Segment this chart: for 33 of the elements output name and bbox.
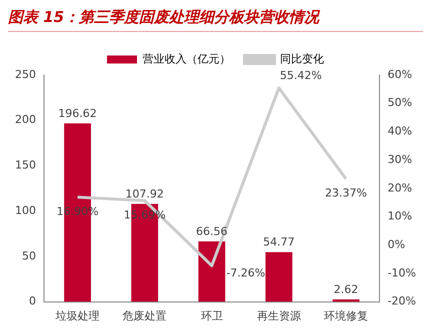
- y2-tick-label: -20%: [388, 294, 416, 308]
- bar: [198, 241, 226, 302]
- data-label: 66.56: [196, 224, 228, 238]
- y2-tick-label: 60%: [388, 68, 412, 81]
- legend-label: 同比变化: [280, 52, 324, 66]
- y-tick-label: 50: [22, 249, 36, 262]
- x-tick-label: 危废处置: [122, 309, 167, 322]
- x-tick-label: 再生资源: [256, 309, 301, 322]
- x-tick-label: 环卫: [200, 309, 223, 322]
- data-label: 23.37%: [325, 186, 367, 200]
- y-tick-label: 0: [28, 294, 36, 308]
- y2-tick-label: 50%: [388, 96, 412, 110]
- legend-label: 营业收入（亿元）: [142, 52, 230, 66]
- data-label: 55.42%: [280, 68, 322, 82]
- y2-tick-label: -10%: [388, 266, 416, 280]
- x-tick-label: 垃圾处理: [54, 309, 100, 322]
- y-tick-label: 150: [14, 158, 36, 172]
- x-tick-label: 环境修复: [324, 309, 368, 322]
- bar: [265, 252, 292, 302]
- data-label: -7.26%: [226, 266, 266, 280]
- chart-title: 图表 15：第三季度固废处理细分板块营收情况: [8, 8, 423, 32]
- y2-tick-label: 10%: [388, 210, 412, 223]
- y-tick-label: 200: [14, 113, 36, 126]
- y2-tick-label: 30%: [388, 152, 412, 166]
- data-label: 2.62: [334, 282, 358, 296]
- data-label: 196.62: [58, 106, 97, 120]
- y2-tick-label: 20%: [388, 181, 412, 194]
- data-label: 54.77: [263, 235, 295, 248]
- data-label: 107.92: [125, 187, 164, 200]
- y2-tick-label: 0%: [388, 238, 406, 251]
- y-tick-label: 250: [14, 68, 36, 81]
- y-tick-label: 100: [14, 204, 36, 217]
- y2-tick-label: 40%: [388, 124, 412, 138]
